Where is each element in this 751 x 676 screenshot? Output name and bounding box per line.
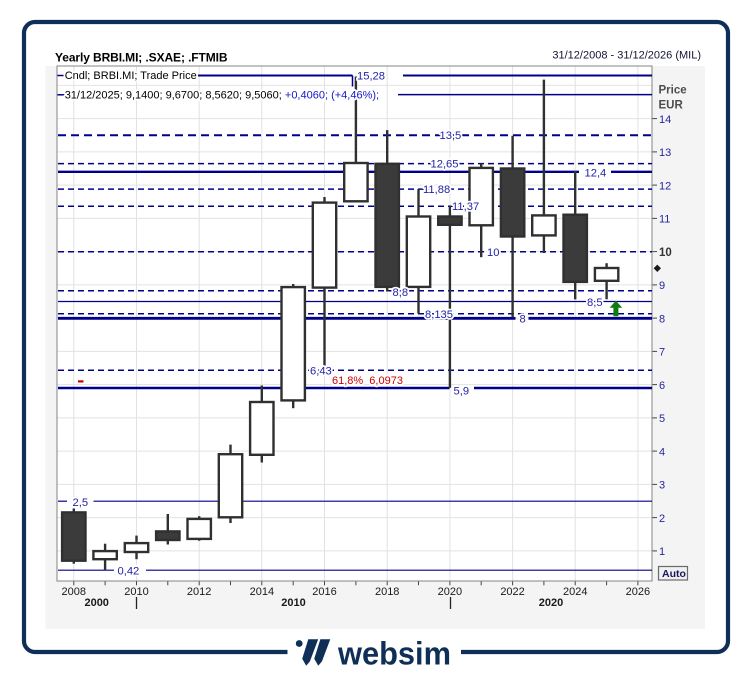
svg-text:2026: 2026 [626, 586, 650, 598]
svg-text:12,65: 12,65 [431, 159, 459, 171]
svg-text:8: 8 [659, 313, 665, 325]
svg-text:10: 10 [487, 247, 499, 259]
svg-text:2016: 2016 [312, 586, 336, 598]
svg-text:Cndl; BRBI.MI; Trade Price: Cndl; BRBI.MI; Trade Price [65, 70, 197, 82]
svg-text:13,5: 13,5 [440, 130, 462, 142]
svg-text:2020: 2020 [438, 586, 462, 598]
svg-text:6: 6 [659, 380, 665, 392]
svg-text:14: 14 [659, 114, 671, 126]
svg-text:EUR: EUR [659, 99, 684, 111]
svg-text:2008: 2008 [62, 586, 86, 598]
svg-text:2018: 2018 [375, 586, 399, 598]
svg-text:8,135: 8,135 [425, 309, 453, 321]
svg-text:8: 8 [520, 314, 526, 326]
svg-text:2024: 2024 [563, 586, 587, 598]
svg-text:Auto: Auto [662, 568, 686, 580]
svg-text:13: 13 [659, 147, 671, 159]
svg-text:10: 10 [659, 247, 672, 259]
svg-text:Price: Price [659, 85, 687, 97]
svg-text:websim: websim [337, 635, 451, 671]
svg-text:2,5: 2,5 [73, 497, 89, 509]
svg-text:15,28: 15,28 [357, 70, 385, 82]
svg-text:2020: 2020 [539, 597, 563, 609]
svg-text:2014: 2014 [250, 586, 274, 598]
svg-text:5: 5 [659, 413, 665, 425]
svg-text:1: 1 [659, 546, 665, 558]
svg-text:3: 3 [659, 480, 665, 492]
svg-text:12: 12 [659, 180, 671, 192]
svg-text:61,8% 6,0973: 61,8% 6,0973 [332, 375, 403, 387]
svg-text:8,8: 8,8 [393, 287, 409, 299]
svg-text:2010: 2010 [281, 597, 305, 609]
svg-text:11: 11 [659, 214, 670, 226]
svg-text:2010: 2010 [124, 586, 148, 598]
svg-text:4: 4 [659, 446, 665, 458]
svg-text:2012: 2012 [187, 586, 211, 598]
svg-text:31/12/2008 - 31/12/2026 (MIL): 31/12/2008 - 31/12/2026 (MIL) [552, 50, 701, 62]
svg-text:5,9: 5,9 [454, 385, 470, 397]
svg-text:2022: 2022 [500, 586, 524, 598]
svg-text:0,42: 0,42 [118, 565, 140, 577]
svg-text:2: 2 [659, 513, 665, 525]
svg-text:Yearly BRBI.MI; .SXAE; .FTMIB: Yearly BRBI.MI; .SXAE; .FTMIB [55, 51, 228, 65]
svg-text:6,43: 6,43 [310, 365, 332, 377]
svg-text:2000: 2000 [84, 597, 108, 609]
svg-text:9: 9 [659, 280, 665, 292]
svg-text:12,4: 12,4 [585, 167, 607, 179]
svg-text:11,37: 11,37 [452, 201, 479, 213]
svg-text:8,5: 8,5 [587, 297, 603, 309]
svg-text:31/12/2025; 9,1400; 9,6700; 8,: 31/12/2025; 9,1400; 9,6700; 8,5620; 9,50… [65, 90, 379, 102]
svg-text:11,88: 11,88 [423, 184, 450, 196]
svg-text:7: 7 [659, 347, 665, 359]
